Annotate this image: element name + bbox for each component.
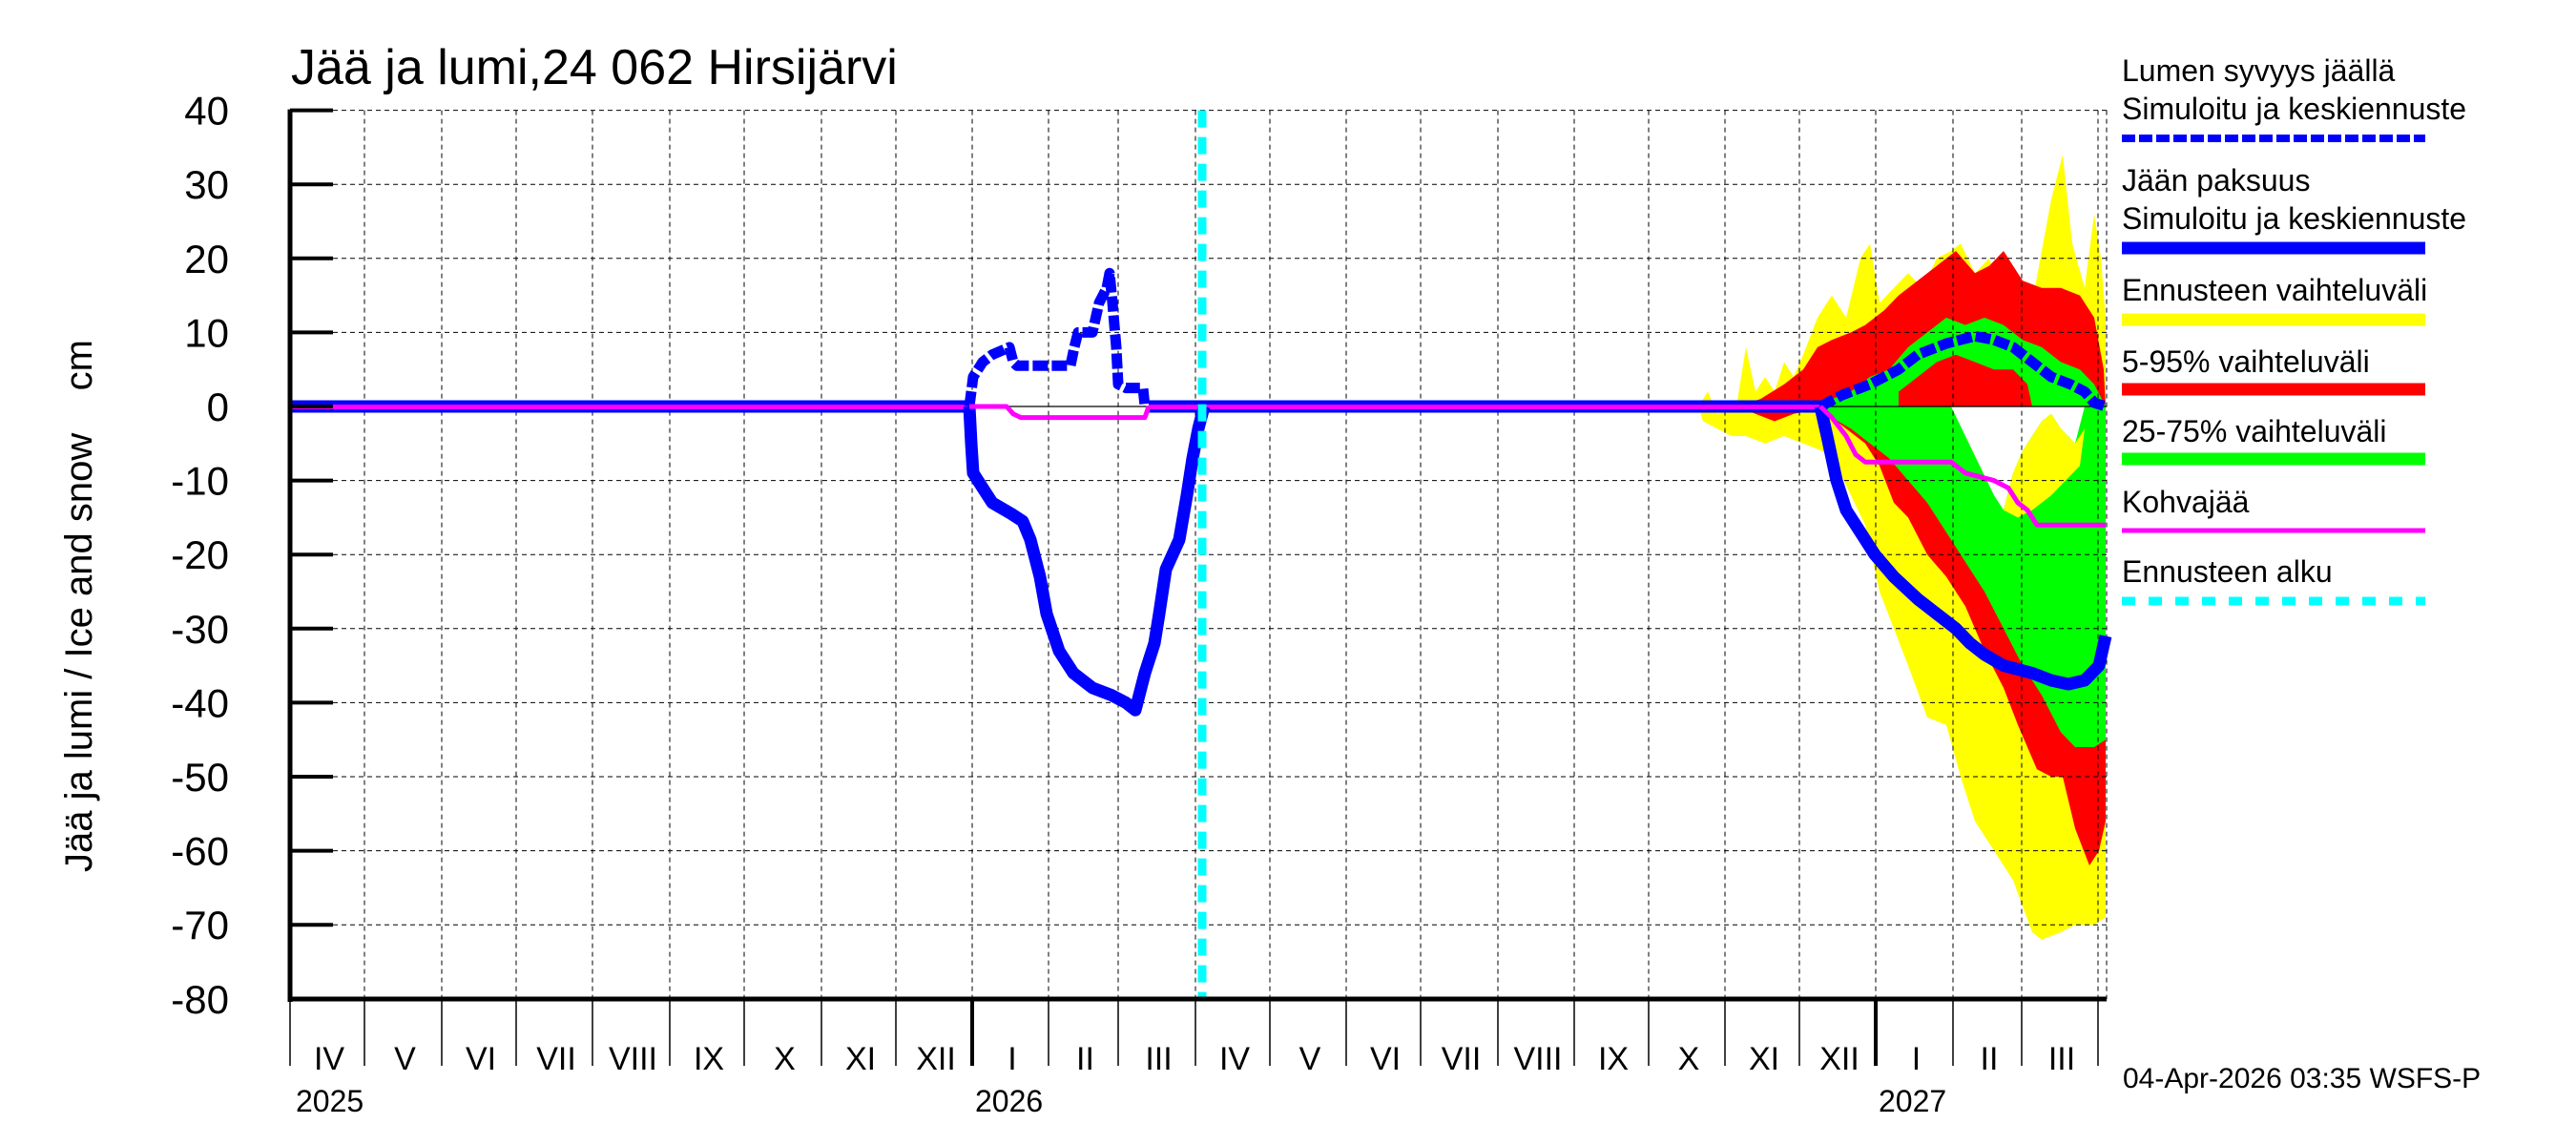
x-month-label: IV [314, 1041, 344, 1077]
x-year-label: 2027 [1879, 1084, 1946, 1118]
series-lumen [964, 267, 1151, 407]
grid [290, 110, 2108, 1000]
x-month-label: I [1912, 1041, 1921, 1077]
legend-label: Kohvajää [2122, 485, 2250, 519]
y-tick-label: -60 [171, 829, 229, 874]
x-month-label: III [1145, 1041, 1172, 1077]
x-month-label: VI [466, 1041, 496, 1077]
y-tick-label: -20 [171, 532, 229, 577]
legend-label: Jään paksuus [2122, 163, 2310, 198]
legend-item: Ennusteen vaihteluväli [2122, 273, 2427, 326]
y-tick-label: -10 [171, 459, 229, 504]
x-month-label: V [394, 1041, 416, 1077]
y-axis-label: Jää ja lumi / Ice and snow cm [58, 340, 100, 872]
x-month-label: IX [694, 1041, 724, 1077]
x-year-label: 2025 [296, 1084, 364, 1118]
y-tick-label: -30 [171, 607, 229, 652]
x-month-label: II [1981, 1041, 1999, 1077]
y-tick-label: 0 [207, 385, 229, 429]
y-tick-label: -70 [171, 903, 229, 947]
series-lumen [1818, 330, 2108, 412]
x-month-label: IX [1598, 1041, 1629, 1077]
x-month-label: VI [1370, 1041, 1401, 1077]
x-month-label: XI [845, 1041, 876, 1077]
legend-item: 25-75% vaihteluväli [2122, 414, 2425, 466]
legend-sublabel: Simuloitu ja keskiennuste [2122, 92, 2466, 126]
legend-label: Lumen syvyys jäällä [2122, 53, 2396, 88]
timestamp: 04-Apr-2026 03:35 WSFS-P [2123, 1063, 2481, 1094]
band-gap [1951, 406, 2085, 510]
series-jään [1814, 405, 2112, 691]
forecast-range-bands [1698, 155, 2106, 940]
y-tick-label: 20 [184, 237, 229, 281]
legend-item: 5-95% vaihteluväli [2122, 344, 2425, 396]
x-month-label: X [774, 1041, 796, 1077]
chart-title: Jää ja lumi,24 062 Hirsijärvi [291, 40, 898, 95]
x-month-label: X [1678, 1041, 1700, 1077]
x-month-label: V [1299, 1041, 1321, 1077]
y-tick-label: -50 [171, 755, 229, 800]
x-month-label: VIII [609, 1041, 657, 1077]
series-kohvajää [969, 404, 1152, 421]
legend-sublabel: Simuloitu ja keskiennuste [2122, 201, 2466, 236]
legend-label: Ennusteen vaihteluväli [2122, 273, 2427, 307]
x-month-label: XI [1749, 1041, 1779, 1077]
x-month-label: VII [536, 1041, 576, 1077]
y-tick-label: 10 [184, 310, 229, 355]
x-month-label: I [1008, 1041, 1016, 1077]
legend-item: Kohvajää [2122, 485, 2425, 533]
series-kohvajää [1818, 405, 2106, 528]
x-month-label: IV [1219, 1041, 1250, 1077]
x-month-label: II [1076, 1041, 1094, 1077]
x-month-label: XII [1819, 1041, 1859, 1077]
y-tick-label: -80 [171, 977, 229, 1022]
legend-label: 5-95% vaihteluväli [2122, 344, 2370, 379]
series-jään [963, 405, 1211, 717]
band-5-95-inner-above-0-lower-edge- [1899, 354, 2032, 406]
band-gap-yellow [2004, 413, 2085, 518]
y-tick-label: -40 [171, 680, 229, 725]
x-month-label: XII [916, 1041, 956, 1077]
legend-label: 25-75% vaihteluväli [2122, 414, 2387, 448]
x-month-label: III [2048, 1041, 2075, 1077]
y-tick-label: 30 [184, 162, 229, 207]
x-month-label: VII [1442, 1041, 1482, 1077]
x-month-label: VIII [1513, 1041, 1562, 1077]
legend-item: Lumen syvyys jäällä Simuloitu ja keskienn… [2122, 53, 2466, 142]
y-tick-label: 40 [184, 89, 229, 134]
legend-label: Ennusteen alku [2122, 554, 2333, 589]
series-lines [290, 267, 2112, 717]
legend-item: Ennusteen alku [2122, 554, 2425, 606]
legend: Lumen syvyys jäällä Simuloitu ja keskienn… [2122, 53, 2466, 606]
x-year-label: 2026 [975, 1084, 1043, 1118]
